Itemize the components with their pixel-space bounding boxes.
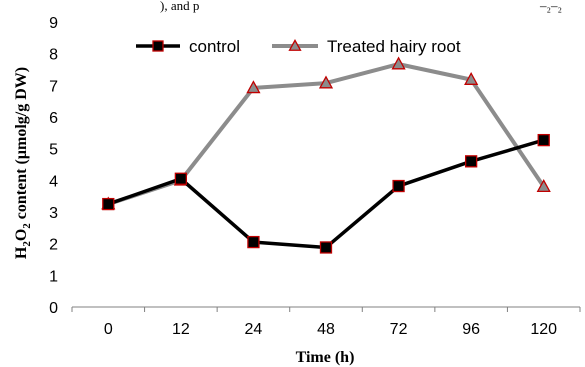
y-tick-label: 4 — [49, 173, 58, 190]
treated-point — [536, 179, 551, 193]
control-series — [102, 133, 550, 254]
treated-point — [288, 38, 302, 51]
x-tick-label: 12 — [172, 321, 190, 338]
y-title-sub2: 2 — [21, 223, 33, 229]
treated-point — [318, 75, 334, 89]
top-text-tail: –₂–₂ — [539, 0, 562, 13]
legend-label: Treated hairy root — [327, 37, 461, 56]
y-axis-ticks: 0 1 2 3 4 5 6 7 8 9 — [49, 15, 58, 317]
control-point — [247, 235, 260, 249]
legend: control Treated hairy root — [136, 37, 461, 56]
control-point — [464, 155, 478, 168]
y-axis-title: H2O2 content (µmolg/g DW) — [13, 67, 33, 259]
y-tick-label: 7 — [49, 78, 58, 95]
x-tick-label: 48 — [317, 321, 335, 338]
legend-label: control — [189, 37, 240, 56]
y-tick-label: 1 — [49, 268, 58, 285]
x-tick-label: 120 — [530, 321, 557, 338]
legend-item-treated: Treated hairy root — [272, 37, 461, 56]
x-axis-title: Time (h) — [296, 349, 355, 366]
legend-item-control: control — [136, 37, 240, 56]
series-layer — [101, 56, 551, 254]
treated-point — [246, 80, 261, 94]
y-title-sub1: 2 — [21, 241, 33, 247]
treated-point — [391, 56, 406, 70]
y-title-base: H — [13, 246, 30, 259]
y-tick-label: 3 — [49, 205, 58, 222]
y-tick-label: 0 — [49, 300, 58, 317]
y-tick-label: 9 — [49, 15, 58, 32]
y-tick-label: 2 — [49, 237, 58, 254]
x-axis-ticks: 0 12 24 48 72 96 120 — [71, 307, 581, 338]
x-tick-label: 72 — [390, 321, 408, 338]
y-tick-label: 8 — [49, 47, 58, 64]
y-title-rest: content (µmolg/g DW) — [13, 67, 30, 223]
treated-series — [101, 56, 551, 210]
control-line — [107, 138, 545, 250]
y-title-mid: O — [13, 229, 30, 241]
treated-point — [464, 72, 479, 85]
control-point — [537, 133, 550, 147]
control-point — [152, 40, 164, 52]
control-point — [319, 241, 333, 254]
y-tick-label: 6 — [49, 110, 58, 127]
top-text-fragment: ), and p — [160, 0, 199, 13]
y-tick-label: 5 — [49, 142, 58, 159]
control-point — [174, 172, 188, 185]
control-point — [102, 197, 115, 211]
x-tick-label: 96 — [462, 321, 480, 338]
control-point — [392, 179, 405, 193]
x-tick-label: 0 — [104, 321, 113, 338]
x-tick-label: 24 — [245, 321, 263, 338]
